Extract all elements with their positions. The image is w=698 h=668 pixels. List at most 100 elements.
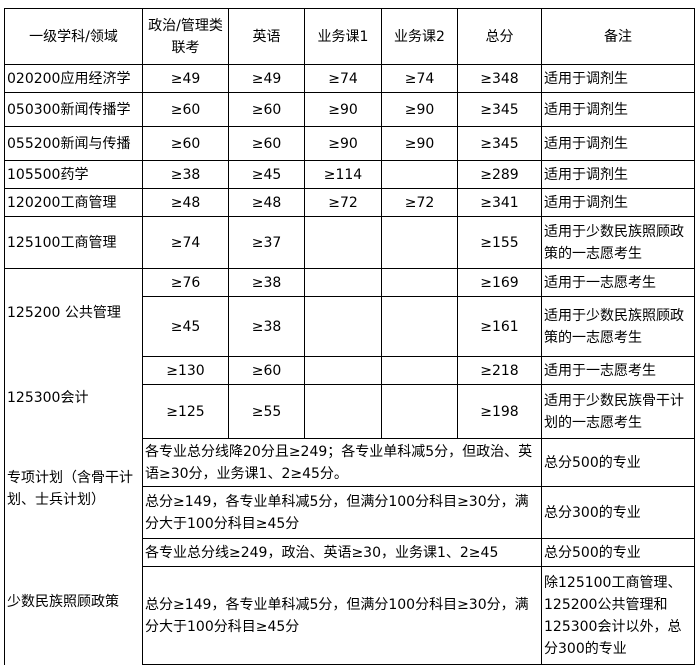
score-cell: ≥60: [228, 92, 305, 127]
note-cell: 适用于一志愿考生: [541, 268, 695, 297]
subject-cell: 专项计划（含骨干计划、士兵计划）: [4, 438, 143, 539]
score-cell: ≥169: [457, 268, 542, 297]
column-header: 业务课1: [304, 8, 382, 65]
score-cell: ≥60: [142, 126, 229, 161]
score-cell: ≥76: [142, 268, 229, 297]
table-row: 125300会计 ≥130 ≥60 ≥218 适用于一志愿考生: [4, 356, 695, 439]
score-cell: ≥289: [457, 160, 542, 189]
table-row: 050300新闻传播学 ≥60 ≥60 ≥90 ≥90 ≥345 适用于调剂生: [4, 92, 695, 127]
column-header: 总分: [457, 8, 542, 65]
score-cell: ≥38: [228, 296, 305, 357]
score-cell: ≥218: [457, 356, 542, 385]
score-cell: ≥125: [142, 384, 229, 439]
score-cell: ≥72: [304, 188, 382, 217]
score-cell: ≥60: [228, 126, 305, 161]
score-cell: [304, 356, 382, 385]
note-cell: 适用于少数民族照顾政策的一志愿考生: [541, 296, 695, 357]
score-cell: ≥90: [304, 126, 382, 161]
score-cell: ≥90: [304, 92, 382, 127]
note-cell: 适用于调剂生: [541, 160, 695, 189]
score-cell: [381, 384, 458, 439]
score-cell: ≥90: [381, 92, 458, 127]
note-cell: 除125100工商管理、125200公共管理和125300会计以外，总分300的…: [541, 566, 695, 665]
header-row: 一级学科/领域 政治/管理类联考 英语 业务课1 业务课2 总分 备注: [4, 8, 695, 65]
score-cell: ≥74: [381, 64, 458, 93]
subject-cell: 125300会计: [4, 356, 143, 439]
score-cell: ≥155: [457, 216, 542, 269]
score-cell: [381, 216, 458, 269]
rule-cell: 总分≥149，各专业单科减5分，但满分100分科目≥30分，满分大于100分科目…: [142, 486, 542, 539]
table-row: 125200 公共管理 ≥76 ≥38 ≥169 适用于一志愿考生: [4, 268, 695, 357]
score-cell: ≥74: [304, 64, 382, 93]
subject-cell: 120200工商管理: [4, 188, 143, 217]
subject-cell: 125200 公共管理: [4, 268, 143, 357]
score-cell: ≥60: [142, 92, 229, 127]
table-row: 105500药学 ≥38 ≥45 ≥114 ≥289 适用于调剂生: [4, 160, 695, 189]
note-cell: 适用于一志愿考生: [541, 356, 695, 385]
score-cell: ≥114: [304, 160, 382, 189]
note-cell: 适用于调剂生: [541, 126, 695, 161]
note-cell: 适用于调剂生: [541, 188, 695, 217]
score-cell: ≥38: [142, 160, 229, 189]
score-cell: ≥72: [381, 188, 458, 217]
subject-cell: 少数民族照顾政策: [4, 538, 143, 665]
score-cell: ≥345: [457, 126, 542, 161]
note-cell: 适用于调剂生: [541, 92, 695, 127]
table-row: 120200工商管理 ≥48 ≥48 ≥72 ≥72 ≥341 适用于调剂生: [4, 188, 695, 217]
score-cell: [381, 160, 458, 189]
score-cell: ≥161: [457, 296, 542, 357]
score-cell: ≥345: [457, 92, 542, 127]
table-row: ≥45 ≥38 ≥161 适用于少数民族照顾政策的一志愿考生: [5, 296, 695, 357]
score-cell: ≥130: [142, 356, 229, 385]
score-cell: [304, 384, 382, 439]
note-cell: 总分300的专业: [541, 486, 695, 539]
subject-cell: 020200应用经济学: [4, 64, 143, 93]
table-row: 055200新闻与传播 ≥60 ≥60 ≥90 ≥90 ≥345 适用于调剂生: [4, 126, 695, 161]
note-cell: 适用于少数民族照顾政策的一志愿考生: [541, 216, 695, 269]
score-cell: ≥49: [228, 64, 305, 93]
rule-cell: 各专业总分线≥249，政治、英语≥30，业务课1、2≥45: [142, 538, 542, 567]
score-cell: [304, 296, 382, 357]
column-header: 英语: [228, 8, 305, 65]
subject-cell: 125100工商管理: [4, 216, 143, 269]
table-row: 总分≥149，各专业单科减5分，但满分100分科目≥30分，满分大于100分科目…: [5, 566, 695, 665]
score-cell: ≥198: [457, 384, 542, 439]
score-cell: ≥74: [142, 216, 229, 269]
score-cell: ≥341: [457, 188, 542, 217]
score-cell: ≥37: [228, 216, 305, 269]
table-row: 专项计划（含骨干计划、士兵计划） 各专业总分线降20分且≥249；各专业单科减5分…: [4, 438, 695, 539]
rule-cell: 各专业总分线降20分且≥249；各专业单科减5分，但政治、英语≥30分，业务课1…: [142, 438, 542, 487]
score-cell: [381, 296, 458, 357]
score-cell: [304, 216, 382, 269]
score-cell: ≥45: [142, 296, 229, 357]
table-row: 总分≥149，各专业单科减5分，但满分100分科目≥30分，满分大于100分科目…: [5, 486, 695, 539]
table-row: 020200应用经济学 ≥49 ≥49 ≥74 ≥74 ≥348 适用于调剂生: [4, 64, 695, 93]
rule-cell: 总分≥149，各专业单科减5分，但满分100分科目≥30分，满分大于100分科目…: [142, 566, 542, 665]
score-cell: [381, 268, 458, 297]
score-cell: ≥55: [228, 384, 305, 439]
score-cell: ≥45: [228, 160, 305, 189]
subject-cell: 105500药学: [4, 160, 143, 189]
table-row: 少数民族照顾政策 各专业总分线≥249，政治、英语≥30，业务课1、2≥45 总分5…: [4, 538, 695, 665]
note-cell: 适用于调剂生: [541, 64, 695, 93]
column-header: 备注: [541, 8, 695, 65]
note-cell: 总分500的专业: [541, 538, 695, 567]
subject-cell: 050300新闻传播学: [4, 92, 143, 127]
column-header: 一级学科/领域: [4, 8, 143, 65]
table-row: ≥125 ≥55 ≥198 适用于少数民族骨干计划的一志愿考生: [5, 384, 695, 439]
score-cell: ≥38: [228, 268, 305, 297]
score-table: 一级学科/领域 政治/管理类联考 英语 业务课1 业务课2 总分 备注 020200应用经济学…: [4, 8, 695, 665]
score-cell: ≥48: [142, 188, 229, 217]
note-cell: 总分500的专业: [541, 438, 695, 487]
score-cell: ≥90: [381, 126, 458, 161]
score-cell: ≥48: [228, 188, 305, 217]
column-header: 业务课2: [381, 8, 458, 65]
note-cell: 适用于少数民族骨干计划的一志愿考生: [541, 384, 695, 439]
score-cell: ≥348: [457, 64, 542, 93]
column-header: 政治/管理类联考: [142, 8, 229, 65]
score-cell: [381, 356, 458, 385]
table-row: 125100工商管理 ≥74 ≥37 ≥155 适用于少数民族照顾政策的一志愿考生: [4, 216, 695, 269]
score-cell: [304, 268, 382, 297]
score-cell: ≥60: [228, 356, 305, 385]
score-cell: ≥49: [142, 64, 229, 93]
